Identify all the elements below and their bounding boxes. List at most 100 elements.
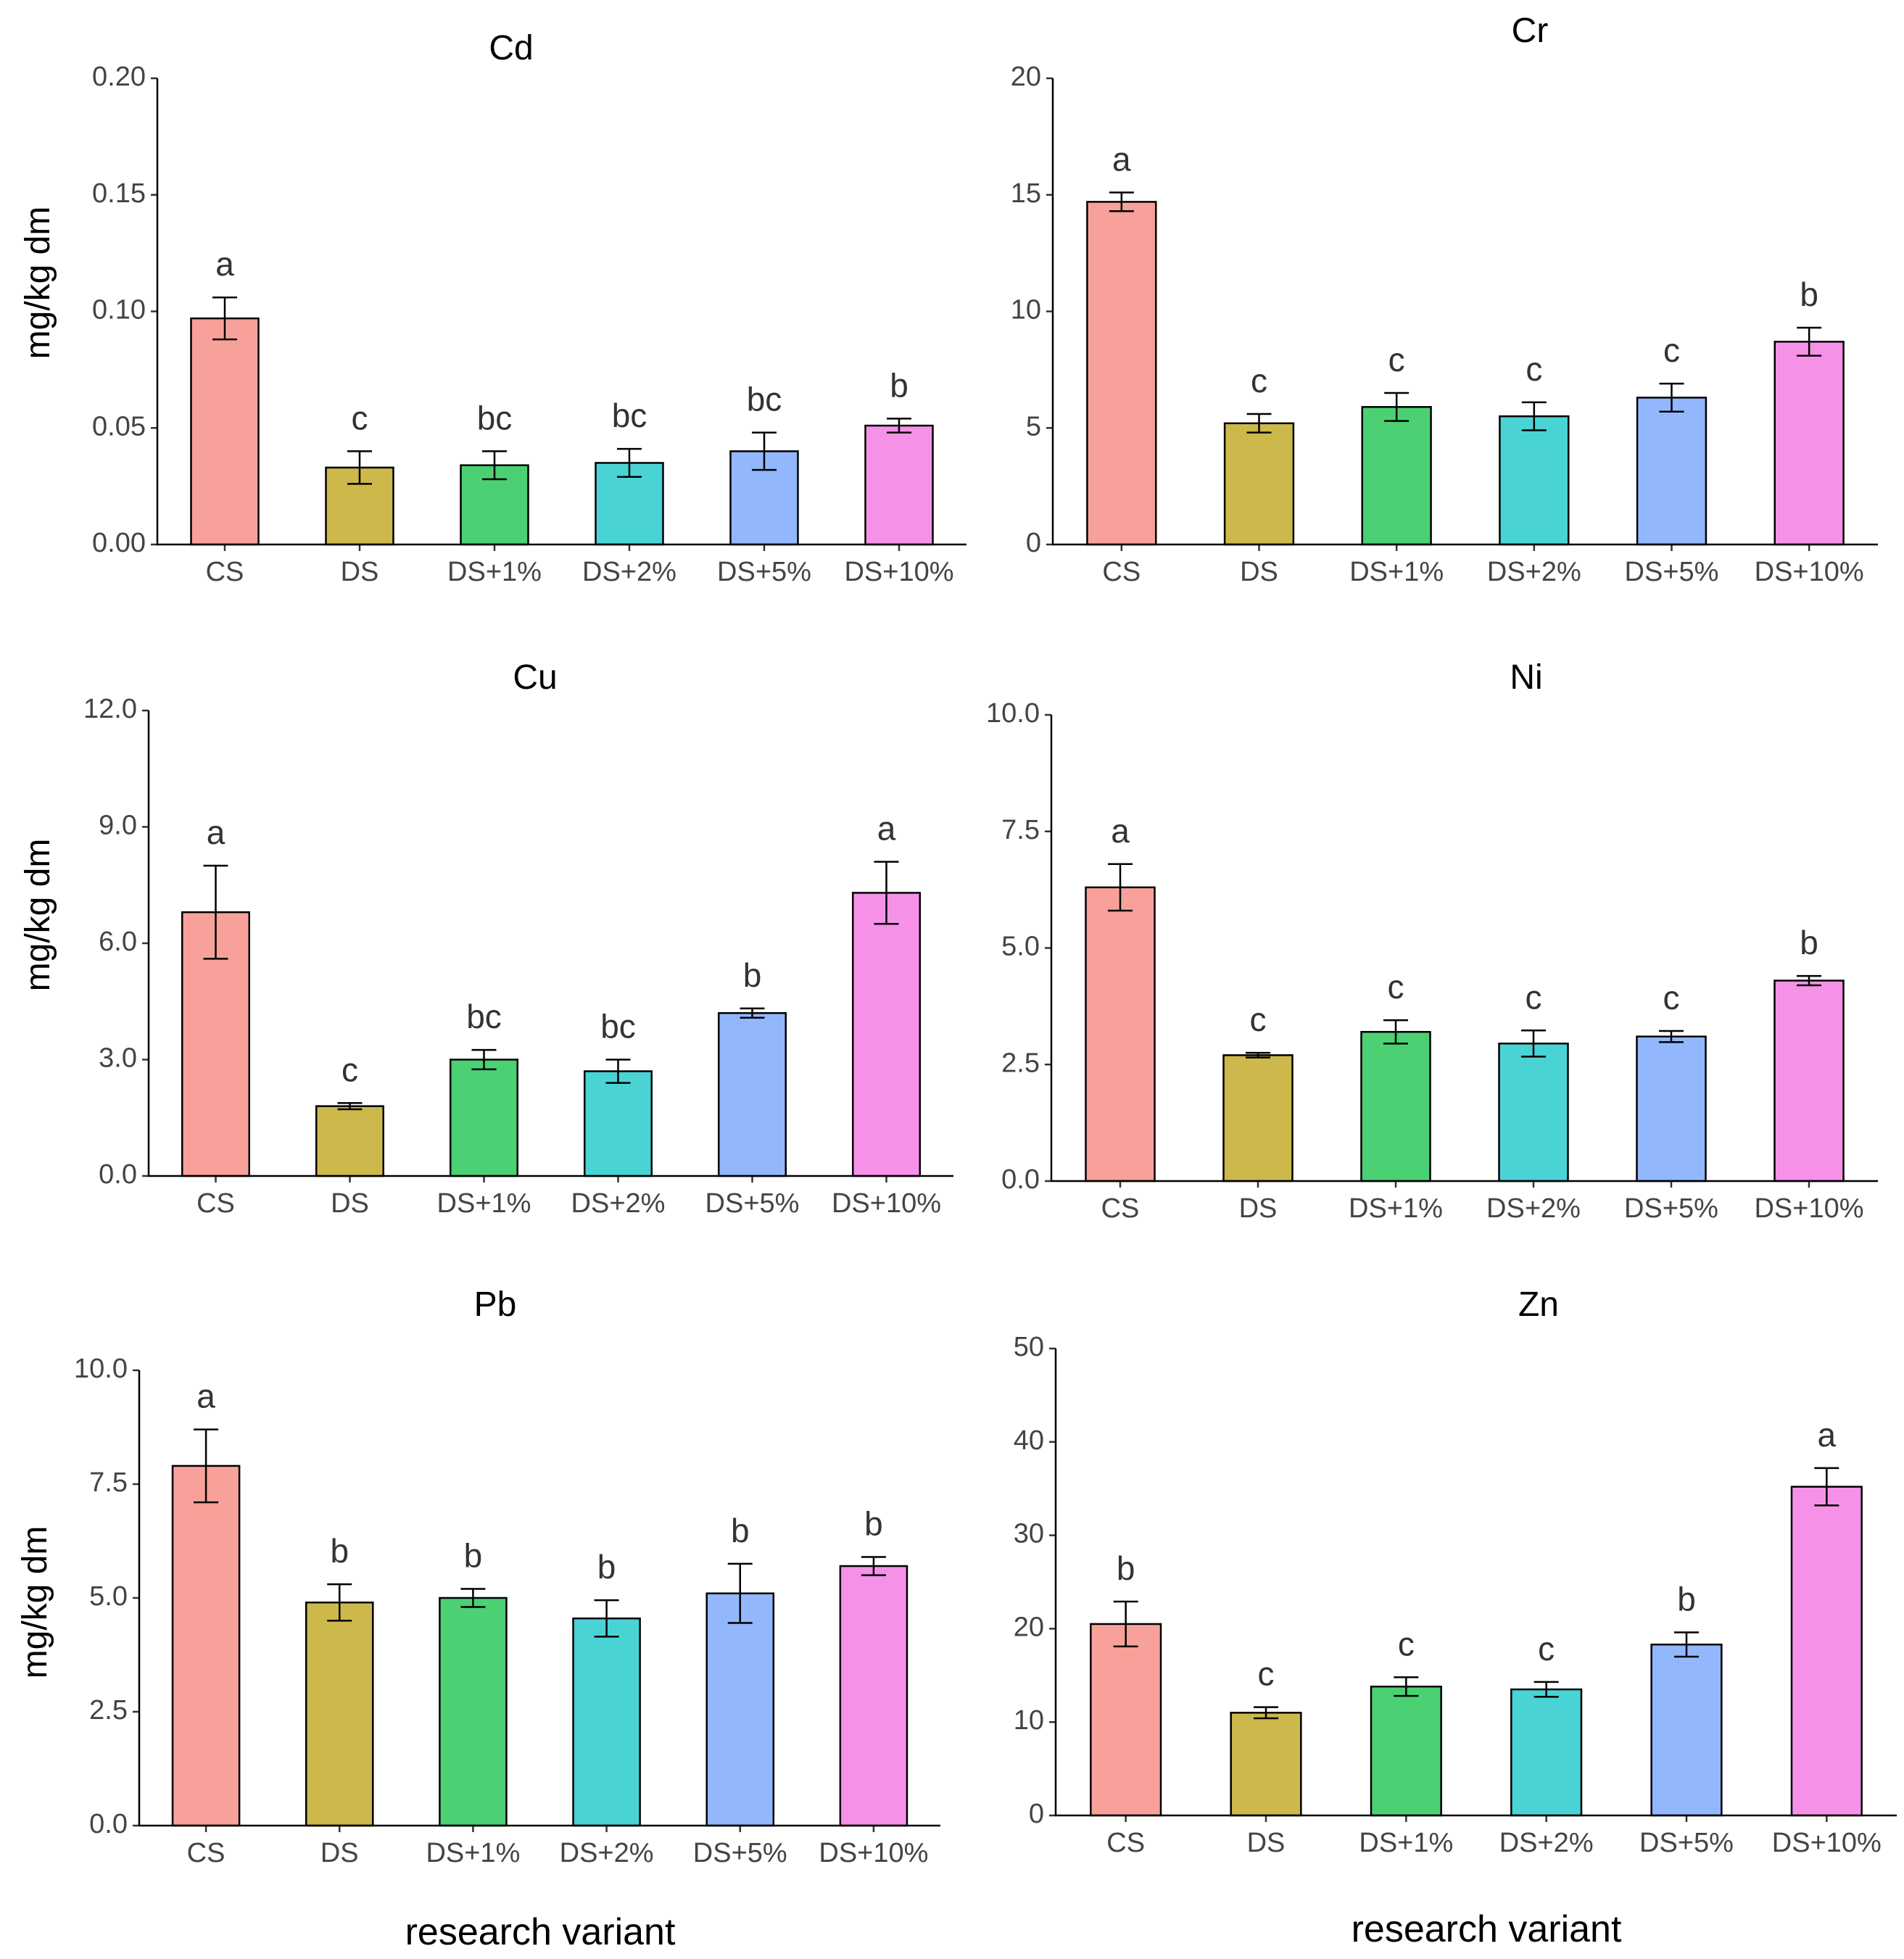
significance-letter: c <box>342 1051 358 1088</box>
y-tick-label: 10 <box>1014 1705 1044 1736</box>
significance-letter: c <box>1526 978 1542 1016</box>
x-axis-label: research variant <box>405 1911 676 1953</box>
error-bar <box>1533 1681 1559 1698</box>
bar-dsplus-2pct <box>1510 1688 1583 1817</box>
y-tick-label: 40 <box>1014 1425 1044 1456</box>
bar-dsplus-2pct <box>572 1618 641 1827</box>
significance-letter: b <box>731 1512 750 1549</box>
error-bar <box>1254 1706 1278 1720</box>
error-bar <box>1674 1631 1699 1658</box>
significance-letter: c <box>1250 1001 1267 1038</box>
panel-cu: Cu mg/kg dm a CS c DS bc DS+1% bc DS+2% b DS+5% a DS+… <box>19 658 953 1219</box>
error-bar <box>1383 1019 1408 1045</box>
bar-cs <box>1090 1623 1162 1817</box>
x-tick-label: DS+1% <box>1359 1828 1453 1858</box>
significance-letter: c <box>1663 331 1680 369</box>
y-tick-label: 0.05 <box>92 411 146 442</box>
significance-letter: a <box>207 813 225 851</box>
x-tick-label: DS+2% <box>1499 1828 1594 1858</box>
bar-dsplus-5pct <box>1636 1035 1707 1183</box>
significance-letter: c <box>1538 1630 1555 1668</box>
significance-letter: b <box>743 956 762 994</box>
x-tick-label: DS+2% <box>1486 1193 1581 1224</box>
bar-dsplus-1pct <box>1370 1686 1442 1817</box>
x-tick-label: CS <box>196 1188 235 1219</box>
x-tick-label: DS+1% <box>426 1838 520 1868</box>
bar-ds <box>1230 1712 1302 1817</box>
chart-title: Cd <box>489 29 533 67</box>
x-tick-label: DS+2% <box>571 1188 666 1219</box>
y-tick-label: 15 <box>1011 178 1041 209</box>
x-tick-label: DS+10% <box>844 557 953 587</box>
significance-letter: c <box>1663 979 1680 1016</box>
error-bar <box>1797 326 1822 357</box>
error-bar <box>1109 191 1134 212</box>
y-tick-label: 12.0 <box>83 694 137 724</box>
error-bar <box>1394 1676 1419 1697</box>
significance-letter: b <box>597 1548 616 1586</box>
bar-cs <box>190 317 260 546</box>
y-tick-label: 0.15 <box>92 178 146 209</box>
bar-ds <box>1223 422 1295 546</box>
axis-lines <box>147 711 953 1177</box>
x-tick-label: DS+2% <box>1487 557 1581 587</box>
error-bar <box>861 1556 886 1576</box>
significance-letter: c <box>1258 1655 1275 1693</box>
x-tick-label: DS+10% <box>1755 557 1864 587</box>
significance-letter: c <box>352 399 368 436</box>
x-tick-label: DS+5% <box>717 557 811 587</box>
error-bar <box>617 447 642 479</box>
y-tick-label: 0.0 <box>1001 1164 1040 1195</box>
significance-letter: bc <box>747 381 782 418</box>
bar-dsplus-10pct <box>839 1565 908 1827</box>
bar-ds <box>1222 1054 1294 1183</box>
error-bar <box>1521 401 1547 431</box>
x-tick-label: CS <box>187 1838 225 1868</box>
error-bar <box>482 450 507 481</box>
error-bar <box>1108 863 1133 912</box>
error-bar <box>460 1588 486 1608</box>
significance-letter: b <box>1800 276 1818 313</box>
x-tick-label: DS+2% <box>560 1838 654 1868</box>
y-tick-label: 7.5 <box>89 1467 128 1498</box>
bar-dsplus-1pct <box>1361 406 1432 546</box>
y-tick-label: 20 <box>1014 1612 1044 1642</box>
bar-dsplus-10pct <box>1773 341 1845 546</box>
error-bar <box>347 450 372 485</box>
error-bar <box>194 1428 219 1504</box>
x-tick-label: DS+10% <box>1772 1828 1882 1858</box>
x-tick-label: DS <box>331 1188 369 1219</box>
x-tick-label: DS+1% <box>437 1188 531 1219</box>
error-bar <box>1384 392 1410 422</box>
bar-dsplus-10pct <box>1773 980 1845 1183</box>
y-tick-label: 3.0 <box>99 1043 137 1074</box>
y-tick-label: 6.0 <box>99 927 137 957</box>
bar-dsplus-1pct <box>450 1059 518 1177</box>
y-axis-label: mg/kg dm <box>19 839 57 992</box>
y-tick-label: 2.5 <box>89 1695 128 1726</box>
y-tick-label: 30 <box>1014 1519 1044 1549</box>
chart-title: Ni <box>1510 658 1542 697</box>
significance-letter: b <box>1800 924 1818 961</box>
axis-lines <box>138 1370 940 1827</box>
axis-lines <box>156 78 967 546</box>
panel-ni: Ni a CS c DS c DS+1% c DS+2% c DS+5% b DS+10% 0.0 2.5 5… <box>986 658 1878 1224</box>
y-tick-label: 7.5 <box>1001 815 1040 845</box>
chart-title: Zn <box>1518 1285 1559 1324</box>
panel-cr: Cr a CS c DS c DS+1% c DS+2% c DS+5% b DS+10% 0 5 10 15 2… <box>1011 12 1878 587</box>
error-bar <box>327 1583 352 1622</box>
error-bar <box>1659 382 1684 413</box>
x-tick-label: DS+5% <box>1624 1193 1718 1224</box>
bar-dsplus-1pct <box>439 1596 508 1827</box>
bar-dsplus-2pct <box>1499 415 1570 546</box>
error-bar <box>887 418 911 434</box>
x-tick-label: DS+10% <box>819 1838 928 1868</box>
y-tick-label: 0.00 <box>92 528 146 558</box>
x-tick-label: CS <box>1101 1193 1140 1224</box>
significance-letter: a <box>1818 1416 1837 1454</box>
y-tick-label: 10.0 <box>986 698 1040 729</box>
x-tick-label: DS+1% <box>1349 1193 1443 1224</box>
x-tick-label: CS <box>1102 557 1141 587</box>
x-tick-label: DS <box>1247 1828 1286 1858</box>
